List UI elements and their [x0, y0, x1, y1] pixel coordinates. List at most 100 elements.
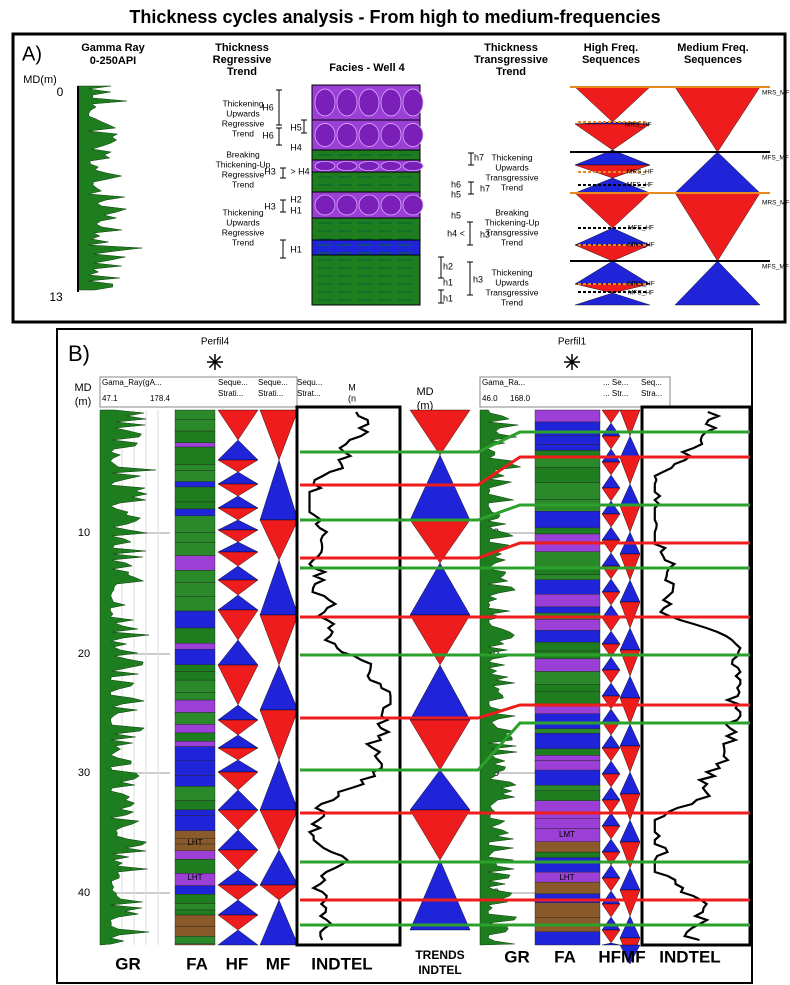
label: H3 — [264, 201, 276, 211]
label: INDTEL — [311, 954, 372, 973]
facies-nodule — [358, 88, 380, 117]
regressive-triangle — [601, 773, 621, 788]
facies-nodule — [402, 88, 424, 117]
regressive-triangle — [619, 409, 641, 437]
facies-bed — [534, 574, 601, 580]
transgressive-triangle — [601, 838, 621, 853]
regressive-triangle — [409, 409, 471, 456]
regressive-triangle — [217, 719, 259, 736]
regressive-triangle — [574, 86, 651, 123]
transgressive-triangle — [619, 944, 641, 965]
label: Upwards — [226, 108, 260, 118]
facies-bed — [174, 903, 216, 911]
label: Regressive — [213, 54, 272, 66]
label: MD — [74, 382, 91, 394]
label: Sequences — [582, 54, 640, 66]
transgressive-triangle — [409, 769, 471, 811]
regressive-triangle — [601, 435, 621, 450]
facies-bed — [174, 926, 216, 937]
indtel-box — [640, 405, 752, 947]
transgressive-triangle — [259, 759, 299, 811]
label: (m) — [417, 400, 434, 412]
facies-nodule — [402, 123, 424, 147]
label: Trend — [232, 237, 254, 247]
regressive-triangle — [217, 409, 259, 441]
indtel-box — [295, 405, 402, 947]
label: Gama_Ra... — [482, 378, 525, 387]
panel-a-frame — [11, 32, 787, 324]
facies-bed — [174, 859, 216, 874]
facies-bed — [174, 850, 216, 860]
label: Seque... — [218, 378, 248, 387]
label: GR — [115, 954, 141, 973]
facies-bed — [174, 532, 216, 543]
well-symbol — [565, 355, 579, 369]
transgressive-triangle — [217, 869, 259, 886]
regressive-triangle — [619, 793, 641, 821]
regressive-triangle — [217, 664, 259, 706]
facies-bed — [534, 594, 601, 608]
label: INDTEL — [659, 947, 720, 966]
facies-nodule — [380, 160, 402, 172]
transgressive-triangle — [601, 630, 621, 645]
facies-bed — [174, 409, 216, 420]
regressive-triangle — [217, 747, 259, 761]
regressive-triangle — [619, 601, 641, 629]
transgressive-triangle — [601, 942, 621, 946]
transgressive-triangle — [259, 899, 299, 946]
regressive-triangle — [601, 747, 621, 762]
facies-bed — [534, 841, 601, 853]
transgressive-triangle — [217, 734, 259, 749]
facies-bed — [174, 732, 216, 742]
regressive-triangle — [601, 825, 621, 840]
gamma-ray-curve — [479, 409, 521, 946]
facies-nodule — [380, 123, 402, 147]
regressive-triangle — [217, 884, 259, 901]
facies-nodule — [314, 123, 336, 147]
correlation-line — [300, 430, 750, 454]
transgressive-triangle — [259, 459, 299, 521]
regressive-triangle — [259, 519, 299, 561]
label: h5 — [451, 189, 461, 199]
facies-bed — [534, 511, 601, 529]
regressive-triangle — [601, 877, 621, 892]
cycle-bracket — [467, 261, 473, 296]
facies-nodule — [358, 160, 380, 172]
facies-bed — [174, 712, 216, 725]
label: MRS_HF — [628, 281, 655, 288]
label: Upwards — [226, 217, 260, 227]
gamma-ray-curve — [77, 85, 143, 291]
label: Thickness — [484, 42, 538, 54]
facies-bed — [174, 582, 216, 597]
label: MRS_HF — [627, 169, 654, 176]
facies-bed — [311, 217, 421, 241]
facies-nodule — [336, 160, 358, 172]
regressive-triangle — [574, 192, 651, 229]
label: INDTEL — [418, 963, 461, 977]
label: 46.0 — [482, 394, 498, 403]
label: h4 < — [447, 228, 465, 238]
regressive-triangle — [674, 86, 761, 153]
cycle-bracket — [280, 239, 286, 259]
facies-bed — [534, 409, 601, 423]
log-header — [99, 376, 298, 408]
transgressive-triangle — [217, 829, 259, 851]
label: Seque... — [258, 378, 288, 387]
facies-bed — [174, 664, 216, 672]
label: Transgressive — [474, 54, 548, 66]
transgressive-triangle — [619, 483, 641, 507]
facies-bed — [534, 551, 601, 567]
label: Gama_Ray(gA... — [102, 378, 162, 387]
cycle-bracket — [467, 221, 473, 246]
label: MRS_HF — [625, 122, 652, 129]
facies-nodule — [336, 194, 358, 216]
facies-bed — [174, 679, 216, 693]
label: Sequences — [684, 54, 742, 66]
facies-bed — [174, 775, 216, 787]
label: Thickening — [222, 98, 263, 108]
label: MD — [416, 386, 433, 398]
transgressive-triangle — [601, 526, 621, 541]
correlation-line — [300, 541, 750, 560]
facies-bed — [174, 481, 216, 488]
